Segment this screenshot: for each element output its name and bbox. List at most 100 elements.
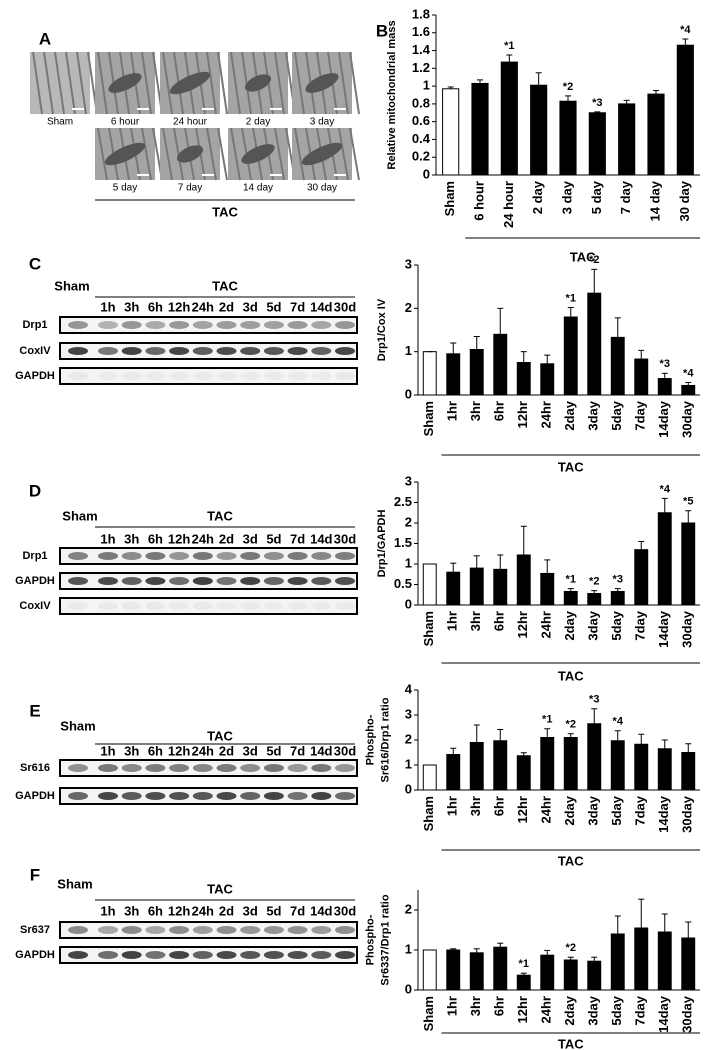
blot-band <box>287 577 308 585</box>
blot-group-label: TAC <box>207 728 233 743</box>
micrograph-striation <box>241 51 252 115</box>
blot-sham-label: Sham <box>54 278 89 293</box>
y-tick-label: 0 <box>405 386 412 401</box>
bar <box>588 112 606 176</box>
micrograph-striation <box>206 127 217 181</box>
x-tick-label: 14day <box>656 995 671 1033</box>
significance-label: *3 <box>592 97 602 109</box>
panel-label: F <box>30 865 40 884</box>
blot-band <box>145 602 166 610</box>
x-tick-label: 7day <box>633 795 648 825</box>
micrograph-label: 5 day <box>113 183 137 194</box>
panel-label: D <box>29 481 41 500</box>
micrograph-striation <box>294 127 305 181</box>
lane-label: 14d <box>310 903 332 918</box>
x-tick-label: 5day <box>609 610 624 640</box>
lane-label: 30d <box>334 531 356 546</box>
blot-band <box>68 372 88 380</box>
blot-band <box>192 764 213 772</box>
x-tick-label: 2 day <box>530 180 545 214</box>
blot-band <box>311 764 332 772</box>
blot-band <box>335 372 355 380</box>
micrograph-striation <box>349 51 360 115</box>
micrograph-label: 3 day <box>310 117 334 128</box>
mitochondria <box>305 73 339 93</box>
blot-band <box>335 552 355 560</box>
x-tick-label: 6hr <box>492 611 507 631</box>
mitochondria <box>176 145 204 163</box>
x-tick-label: 2day <box>562 610 577 640</box>
significance-label: *2 <box>566 719 576 731</box>
significance-label: *3 <box>660 358 670 370</box>
blot-band <box>263 792 284 800</box>
bar <box>530 84 548 176</box>
panel-label: B <box>376 21 388 40</box>
significance-label: *2 <box>589 576 599 588</box>
blot-band <box>311 602 332 610</box>
blot-band <box>121 577 142 585</box>
blot-band <box>192 577 213 585</box>
lane-label: 7d <box>290 903 305 918</box>
blot-band <box>98 951 118 959</box>
x-tick-label: Sham <box>421 611 436 646</box>
y-tick-label: 0.5 <box>394 576 412 591</box>
blot-row-label: Drp1 <box>22 319 47 331</box>
y-axis-label: Drp1/Cox IV <box>376 298 388 361</box>
blot-band <box>240 321 261 329</box>
blot-band <box>335 347 355 355</box>
x-tick-label: 5day <box>609 995 624 1025</box>
blot-band <box>145 347 166 355</box>
bar <box>657 378 672 396</box>
blot-band <box>169 602 189 610</box>
blot-band <box>169 764 190 772</box>
x-tick-label: 12hr <box>515 796 530 823</box>
x-tick-label: 3hr <box>468 996 483 1016</box>
significance-label: *5 <box>683 496 693 508</box>
bar <box>563 316 578 396</box>
bar <box>681 384 696 396</box>
lane-label: 3h <box>124 903 139 918</box>
group-label: TAC <box>570 249 596 264</box>
bar <box>657 748 672 791</box>
x-tick-label: 7day <box>633 995 648 1025</box>
mitochondria <box>169 71 211 95</box>
blot-band <box>311 321 332 329</box>
blot-band <box>192 321 213 329</box>
blot-row-label: CoxIV <box>19 600 51 612</box>
blot-band <box>335 577 355 585</box>
blot-band <box>68 926 88 934</box>
blot-band <box>240 792 261 800</box>
bar <box>563 590 578 606</box>
micrograph-striation <box>338 127 349 181</box>
bar <box>610 336 625 396</box>
y-axis-label: Sr6337/Drp1 ratio <box>379 894 391 985</box>
bar <box>493 946 508 991</box>
blot-band <box>121 951 142 959</box>
micrograph-striation <box>206 51 217 115</box>
bar <box>442 88 460 176</box>
x-tick-label: 3day <box>586 795 601 825</box>
y-axis-label: Sr616/Drp1 ratio <box>379 697 391 782</box>
micrograph-label: 30 day <box>307 183 337 194</box>
bar <box>422 949 437 991</box>
lane-label: 3d <box>243 903 258 918</box>
bar <box>422 563 437 606</box>
mitochondria <box>104 142 146 166</box>
blot-band <box>216 372 237 380</box>
x-tick-label: 14day <box>656 795 671 833</box>
blot-band <box>311 577 332 585</box>
blot-row-label: Sr637 <box>20 924 50 936</box>
blot-band <box>216 926 237 934</box>
blot-band <box>216 347 237 355</box>
x-tick-label: 7day <box>633 610 648 640</box>
blot-band <box>121 552 142 560</box>
panel-label: C <box>29 254 41 273</box>
lane-label: 30d <box>334 903 356 918</box>
x-tick-label: 3hr <box>468 796 483 816</box>
blot-band <box>169 792 190 800</box>
lane-label: 7d <box>290 299 305 314</box>
micrograph-striation <box>230 51 241 115</box>
bar <box>446 571 461 606</box>
y-tick-label: 0 <box>405 781 412 796</box>
lane-label: 3h <box>124 299 139 314</box>
